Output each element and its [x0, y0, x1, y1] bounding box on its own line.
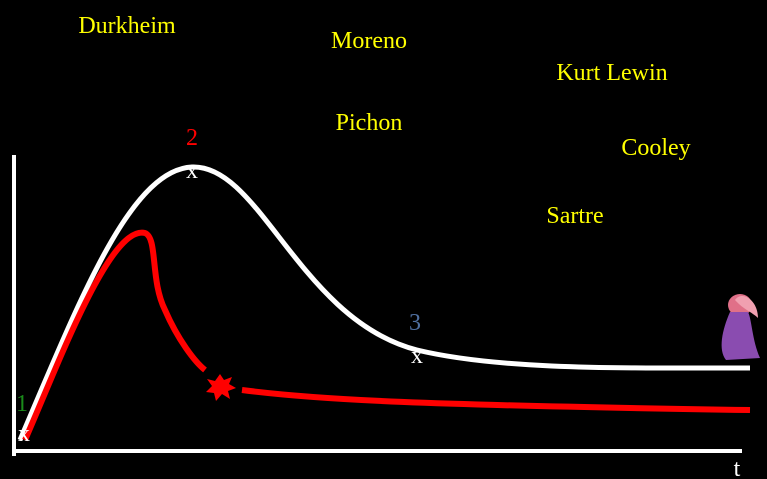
name-label: Sartre [546, 203, 603, 229]
name-label: Cooley [621, 135, 690, 161]
point-symbol: x [186, 158, 198, 184]
red-curve [22, 229, 207, 442]
name-label: Moreno [331, 28, 407, 54]
burst [206, 374, 236, 401]
red-curve-tail [241, 387, 751, 413]
name-label: Durkheim [78, 13, 176, 39]
name-label: Kurt Lewin [556, 60, 667, 86]
point-symbol: x [411, 343, 423, 369]
point-symbol: x [18, 421, 30, 447]
point-number: 3 [409, 310, 421, 336]
name-label: Pichon [336, 110, 403, 136]
figure [721, 294, 760, 360]
point-number: 1 [16, 391, 28, 417]
axis-label: t [734, 456, 741, 479]
point-number: 2 [186, 125, 198, 151]
white-curve [17, 164, 751, 441]
